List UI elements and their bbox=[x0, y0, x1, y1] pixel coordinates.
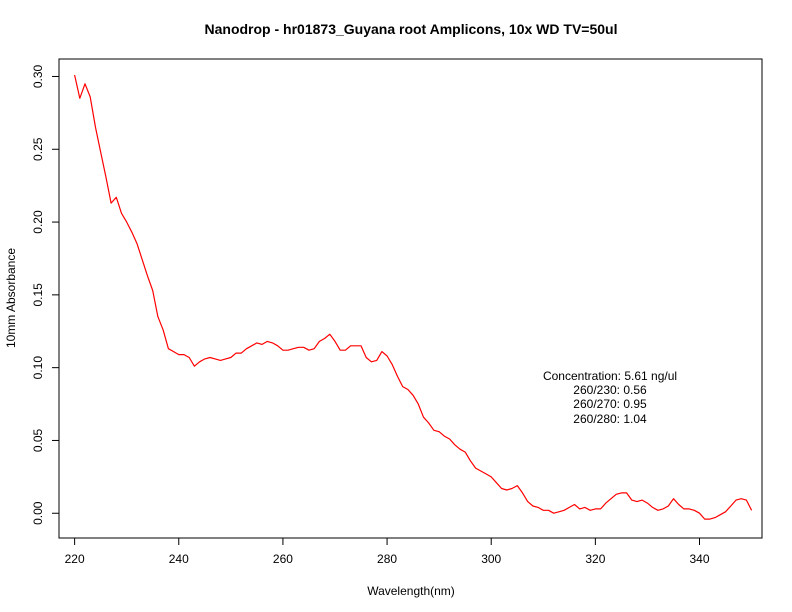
series-group bbox=[74, 74, 753, 520]
plot-frame bbox=[58, 58, 763, 539]
x-tick-label: 260 bbox=[273, 552, 293, 566]
annotation-concentration: Concentration: 5.61 ng/ul bbox=[543, 369, 677, 383]
x-tick-label: 220 bbox=[65, 552, 85, 566]
y-tick-label: 0.15 bbox=[31, 283, 45, 307]
y-tick-label: 0.00 bbox=[31, 501, 45, 525]
annotation-260-280: 260/280: 1.04 bbox=[573, 412, 647, 426]
y-tick-label: 0.20 bbox=[31, 210, 45, 234]
y-tick-label: 0.10 bbox=[31, 356, 45, 380]
y-tick-label: 0.25 bbox=[31, 137, 45, 161]
y-axis-label: 10mm Absorbance bbox=[4, 248, 18, 348]
y-tick-label: 0.30 bbox=[31, 64, 45, 88]
x-tick-label: 240 bbox=[169, 552, 189, 566]
chart-title: Nanodrop - hr01873_Guyana root Amplicons… bbox=[205, 21, 618, 37]
absorbance-series-line bbox=[74, 74, 753, 520]
annotation-260-270: 260/270: 0.95 bbox=[573, 397, 647, 411]
x-tick-label: 320 bbox=[585, 552, 605, 566]
x-axis: 220 240 260 280 300 320 340 bbox=[65, 537, 710, 566]
x-tick-label: 340 bbox=[689, 552, 709, 566]
annotation-260-230: 260/230: 0.56 bbox=[573, 383, 647, 397]
y-axis: 0.00 0.05 0.10 0.15 0.20 0.25 0.30 bbox=[31, 64, 60, 525]
x-tick-label: 300 bbox=[481, 552, 501, 566]
annotation-block: Concentration: 5.61 ng/ul 260/230: 0.56 … bbox=[543, 369, 677, 426]
y-tick-label: 0.05 bbox=[31, 428, 45, 452]
x-tick-label: 280 bbox=[377, 552, 397, 566]
x-axis-label: Wavelength(nm) bbox=[367, 584, 455, 598]
